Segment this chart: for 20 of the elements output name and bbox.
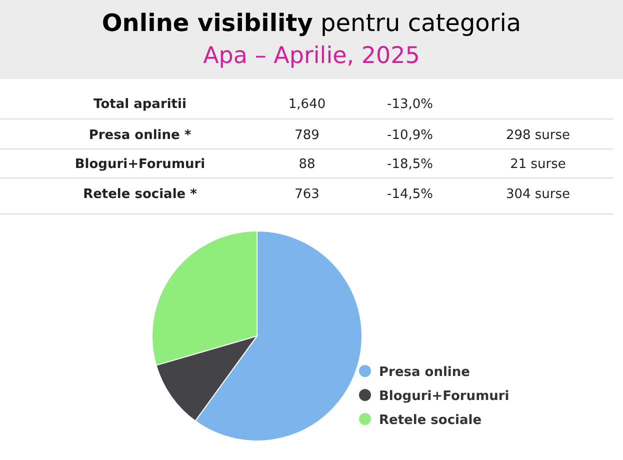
text: Retele sociale * <box>83 187 198 202</box>
text: -18,5% <box>387 157 433 172</box>
text: Total aparitii <box>94 97 186 112</box>
text: 1,640 <box>288 97 326 112</box>
text: 21 surse <box>510 157 566 172</box>
text: -10,9% <box>387 128 433 143</box>
legend-label: Presa online <box>379 365 470 380</box>
text: 298 surse <box>506 128 570 143</box>
text: 789 <box>294 128 320 143</box>
text: -13,0% <box>387 97 433 112</box>
legend-label: Bloguri+Forumuri <box>379 389 510 404</box>
text: 304 surse <box>506 187 570 202</box>
text: Bloguri+Forumuri <box>74 157 206 172</box>
text: -14,5% <box>387 187 433 202</box>
text: Presa online * <box>88 128 192 143</box>
text: 88 <box>298 157 316 172</box>
legend-label: Retele sociale <box>379 413 482 428</box>
chart-subtitle: Apa – Aprilie, 2025 <box>203 43 420 69</box>
chart-title: Online visibility pentru categoria <box>102 9 522 37</box>
text: 763 <box>294 187 320 202</box>
